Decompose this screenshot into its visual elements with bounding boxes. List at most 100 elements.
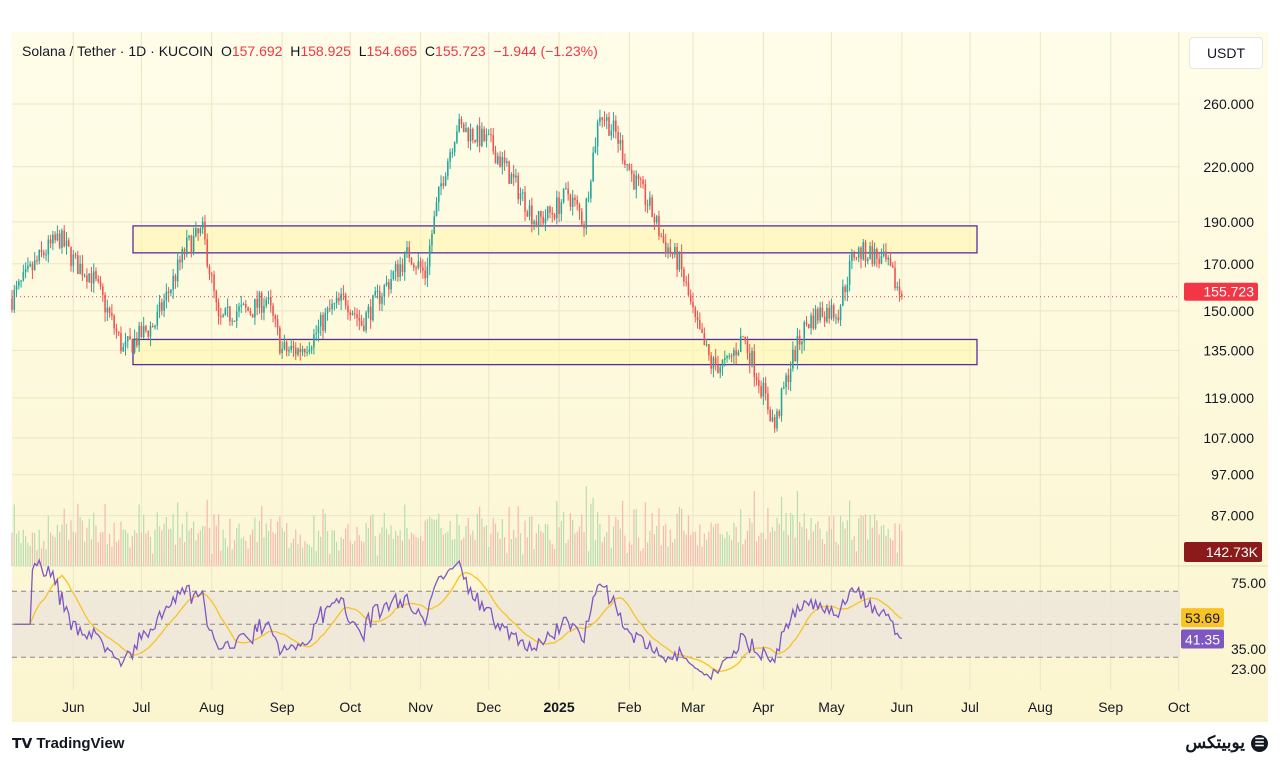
volume-bar [469, 534, 472, 566]
candle-body [22, 272, 25, 281]
volume-bar [710, 522, 712, 566]
candle-body [176, 259, 179, 282]
volume-bar [358, 535, 360, 566]
volume-bar [454, 538, 456, 566]
candle-body [603, 119, 606, 121]
candle-body [526, 211, 529, 217]
candle-body [714, 357, 717, 365]
candle-body [485, 134, 488, 141]
volume-bar [451, 539, 453, 566]
volume-bar [131, 535, 133, 566]
volume-bar [11, 532, 13, 566]
volume-bar [88, 519, 90, 566]
tradingview-logo[interactable]: 𝗧𝗩 TradingView [12, 735, 124, 752]
candle-body [170, 289, 172, 294]
candle-body [247, 307, 249, 311]
candle-body [356, 314, 358, 318]
volume-bar [783, 530, 785, 566]
candle-body [835, 317, 837, 319]
volume-bar [381, 527, 383, 566]
candle-body [65, 240, 68, 247]
volume-bar [143, 514, 145, 566]
candle-body [578, 204, 581, 212]
candle-body [351, 313, 354, 315]
candle-body [658, 216, 660, 236]
volume-bar [426, 519, 429, 566]
time-axis[interactable]: Jun Jul Aug Sep Oct Nov Dec 2025 Feb Mar Apr May Jun… [62, 699, 1190, 715]
volume-bar [581, 514, 583, 566]
candle-body [719, 367, 722, 373]
candle-body [11, 298, 13, 310]
candle-body [378, 290, 381, 304]
candle-body [571, 197, 574, 207]
candle-body [433, 216, 436, 234]
zone-resistance [132, 225, 978, 254]
volume-bar [746, 530, 749, 566]
candle-body [458, 118, 460, 132]
volume-bar [84, 541, 86, 566]
candle-body [807, 324, 810, 329]
volume-bar [488, 547, 490, 566]
volume-bar [690, 535, 692, 566]
currency-unit-button[interactable]: USDT [1189, 37, 1263, 69]
volume-bar [367, 527, 369, 566]
volume-bar [456, 513, 458, 566]
candle-body [397, 264, 399, 277]
volume-bar [399, 530, 401, 566]
volume-bar [876, 520, 878, 566]
candle-body [558, 197, 560, 214]
candle-body [508, 161, 510, 184]
rsi-tick-label: 35.00 [1231, 641, 1266, 657]
price-axis[interactable]: 260.000 220.000 190.000 170.000 150.000 135.0… [1181, 96, 1266, 677]
price-tick-label: 107.000 [1203, 430, 1254, 446]
candle-body [235, 311, 238, 321]
rsi-tick-label: 23.00 [1231, 661, 1266, 677]
volume-bar [34, 533, 36, 566]
candle-body [651, 197, 653, 217]
candle-body [226, 306, 229, 308]
volume-bar [728, 535, 730, 566]
candle-body [363, 325, 365, 331]
candle-body [392, 271, 395, 280]
volume-bar [717, 523, 719, 566]
volume-bar [790, 512, 792, 566]
candle-body [472, 128, 474, 140]
candle-body [74, 254, 77, 256]
volume-bar [245, 540, 247, 566]
volume-bar [22, 529, 24, 566]
volume-bar [828, 516, 830, 566]
candle-body [487, 134, 490, 136]
volume-bar [422, 540, 424, 566]
volume-bar [742, 544, 744, 566]
candle-body [617, 132, 619, 144]
volume-bar [522, 554, 524, 566]
volume-bar [397, 535, 399, 566]
candle-body [403, 251, 406, 273]
volume-bar [97, 541, 99, 566]
candle-body [785, 375, 787, 388]
volume-bar [413, 534, 415, 566]
candle-body [621, 140, 624, 161]
volume-bar [52, 535, 54, 566]
volume-bar [778, 524, 780, 566]
volume-bar [435, 519, 438, 566]
candle-body [701, 329, 703, 334]
volume-bar [240, 538, 242, 566]
volume-bar [880, 525, 883, 566]
candle-body [851, 253, 853, 261]
candle-body [901, 294, 903, 297]
candle-body [787, 375, 790, 383]
volume-bar [762, 533, 764, 566]
candle-body [285, 342, 288, 352]
volume-bar [392, 538, 394, 566]
volume-bar [585, 486, 587, 566]
volume-bar [842, 521, 844, 566]
volume-bar [442, 534, 444, 566]
volume-bar [740, 509, 742, 566]
volume-bar [853, 536, 855, 566]
volume-bar [671, 542, 674, 566]
volume-bar [839, 515, 842, 566]
volume-bar [551, 544, 553, 566]
volume-bar [270, 518, 272, 566]
